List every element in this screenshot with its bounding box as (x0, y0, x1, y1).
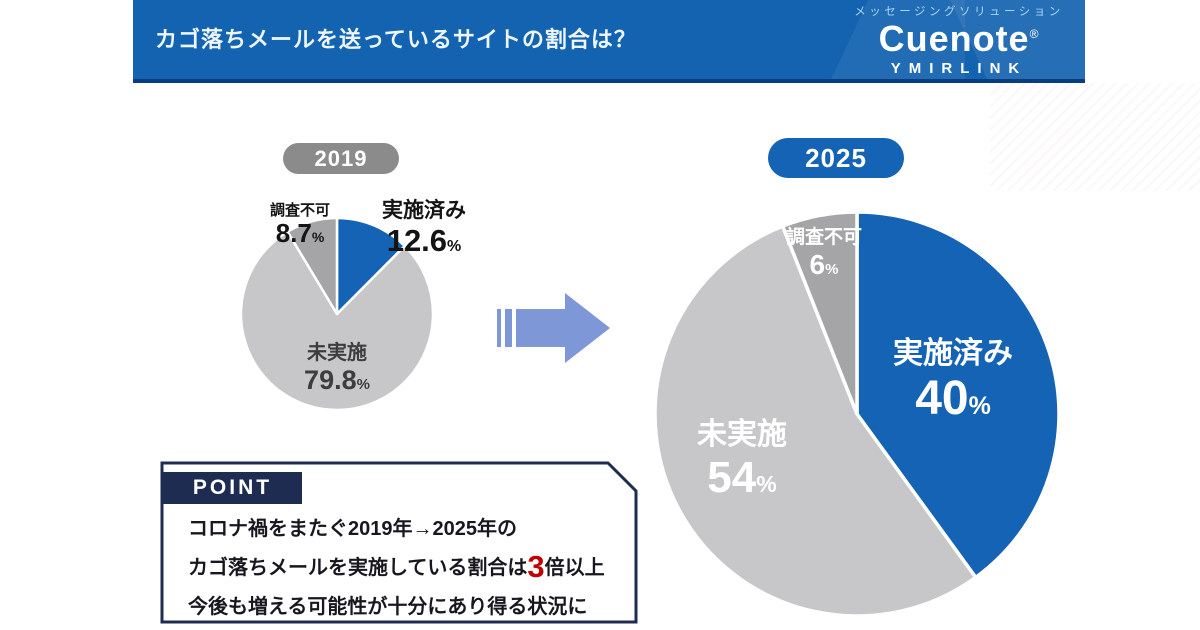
pie-slice-未実施 (653, 224, 978, 618)
page-title: カゴ落ちメールを送っているサイトの割合は？ (155, 27, 637, 52)
pie-label-2019-implemented: 実施済み 12.6% (372, 199, 476, 259)
slice-value: 8.7% (252, 218, 348, 249)
value-unit: % (311, 229, 325, 246)
value-number: 8.7 (275, 218, 312, 249)
pie-slice-調査不可 (780, 210, 859, 416)
logo-product-name: YMIRLINK (890, 59, 1028, 77)
slice-label: 実施済み (893, 337, 1013, 370)
point-line-2: カゴ落ちメールを実施している割合は3倍以上 (188, 549, 618, 588)
highlight-number: 3 (527, 549, 545, 584)
right-arrow-icon (497, 293, 610, 363)
pie-chart-2025 (653, 210, 1061, 618)
value-unit: % (447, 238, 462, 256)
pie-label-2025-not-implemented: 未実施 54% (672, 418, 812, 500)
value-number: 79.8 (304, 365, 357, 395)
logo-tagline: メッセージングソリューション (854, 6, 1064, 18)
slice-label: 未実施 (307, 342, 367, 364)
pie-label-2025-implemented: 実施済み 40% (873, 337, 1033, 423)
pie-slice-未実施 (239, 230, 435, 412)
value-unit: % (356, 376, 370, 393)
pie-label-2025-not-surveyable: 調査不可 6% (774, 227, 874, 281)
pie-slice-調査不可 (286, 216, 339, 316)
year-badge-2025: 2025 (768, 138, 904, 178)
header-bar: カゴ落ちメールを送っているサイトの割合は？ メッセージングソリューション Cue… (133, 0, 1085, 83)
value-unit: % (825, 260, 839, 278)
slice-value: 54% (672, 452, 812, 502)
value-number: 6 (809, 248, 826, 280)
slice-value: 12.6% (372, 223, 476, 259)
value-number: 40 (915, 371, 969, 425)
slice-label: 未実施 (697, 418, 787, 451)
background-stripes-decoration (990, 83, 1200, 191)
slice-value: 6% (774, 249, 874, 281)
slice-label: 実施済み (382, 199, 466, 222)
point-body-text: コロナ禍をまたぐ2019年→2025年の カゴ落ちメールを実施している割合は3倍… (188, 510, 618, 627)
pie-slice-実施済み (855, 210, 1061, 580)
value-unit: % (968, 391, 991, 420)
pie-slice-実施済み (335, 216, 406, 316)
logo-brand-text: Cuenote (878, 18, 1030, 59)
brand-logo: メッセージングソリューション Cuenote® YMIRLINK (841, 3, 1077, 77)
point-line-2-post: 倍以上 (544, 557, 605, 579)
year-badge-2019: 2019 (283, 143, 399, 174)
point-box: POINT コロナ禍をまたぐ2019年→2025年の カゴ落ちメールを実施してい… (160, 461, 638, 624)
value-number: 12.6 (386, 223, 448, 259)
pie-label-2019-not-implemented: 未実施 79.8% (289, 342, 385, 396)
slice-label: 調査不可 (785, 227, 862, 248)
value-unit: % (756, 470, 777, 497)
point-heading: POINT (163, 472, 302, 504)
logo-brand-name: Cuenote® (841, 19, 1077, 59)
pie-chart-2019 (239, 216, 435, 412)
slice-value: 79.8% (289, 365, 385, 396)
point-line-2-pre: カゴ落ちメールを実施している割合は (188, 557, 528, 579)
registered-trademark-icon: ® (1029, 27, 1040, 41)
point-line-3: 今後も増える可能性が十分にあり得る状況に (188, 596, 588, 618)
pie-label-2019-not-surveyable: 調査不可 8.7% (252, 202, 348, 249)
slice-label: 調査不可 (269, 202, 330, 219)
point-line-1: コロナ禍をまたぐ2019年→2025年の (188, 518, 517, 540)
slice-value: 40% (873, 371, 1033, 425)
value-number: 54 (707, 452, 757, 502)
